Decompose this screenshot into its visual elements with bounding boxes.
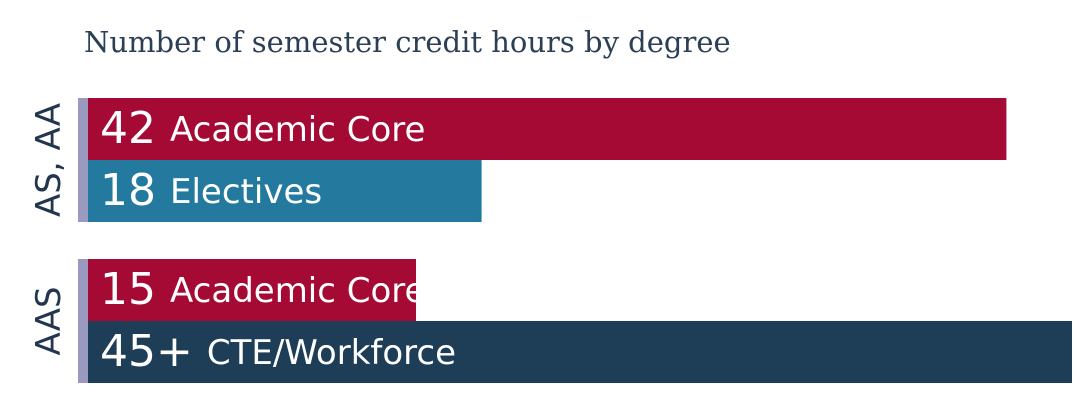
group-label: AAS — [29, 286, 69, 355]
bar-category-label: Academic Core — [170, 110, 425, 150]
bar-category-label: Academic Core — [170, 271, 425, 311]
bar-value-label: 45+ — [100, 326, 193, 377]
bar-category-label: CTE/Workforce — [207, 333, 456, 373]
group-label: AS, AA — [29, 103, 69, 217]
bar-label: 42 Academic Core — [100, 103, 425, 154]
bar-value-label: 18 — [100, 165, 156, 216]
chart-title: Number of semester credit hours by degre… — [84, 25, 731, 59]
bar — [88, 160, 482, 222]
group-accent — [78, 259, 88, 383]
bar-label: 15 Academic Core — [100, 264, 425, 315]
bar — [88, 98, 1007, 160]
bar-category-label: Electives — [170, 172, 322, 212]
bar-label: 45+ CTE/Workforce — [100, 326, 456, 377]
bar-value-label: 42 — [100, 103, 156, 154]
bar-label: 18 Electives — [100, 165, 322, 216]
bar — [88, 259, 416, 321]
bar-value-label: 15 — [100, 264, 156, 315]
bar — [88, 321, 1072, 383]
group-accent — [78, 98, 88, 222]
